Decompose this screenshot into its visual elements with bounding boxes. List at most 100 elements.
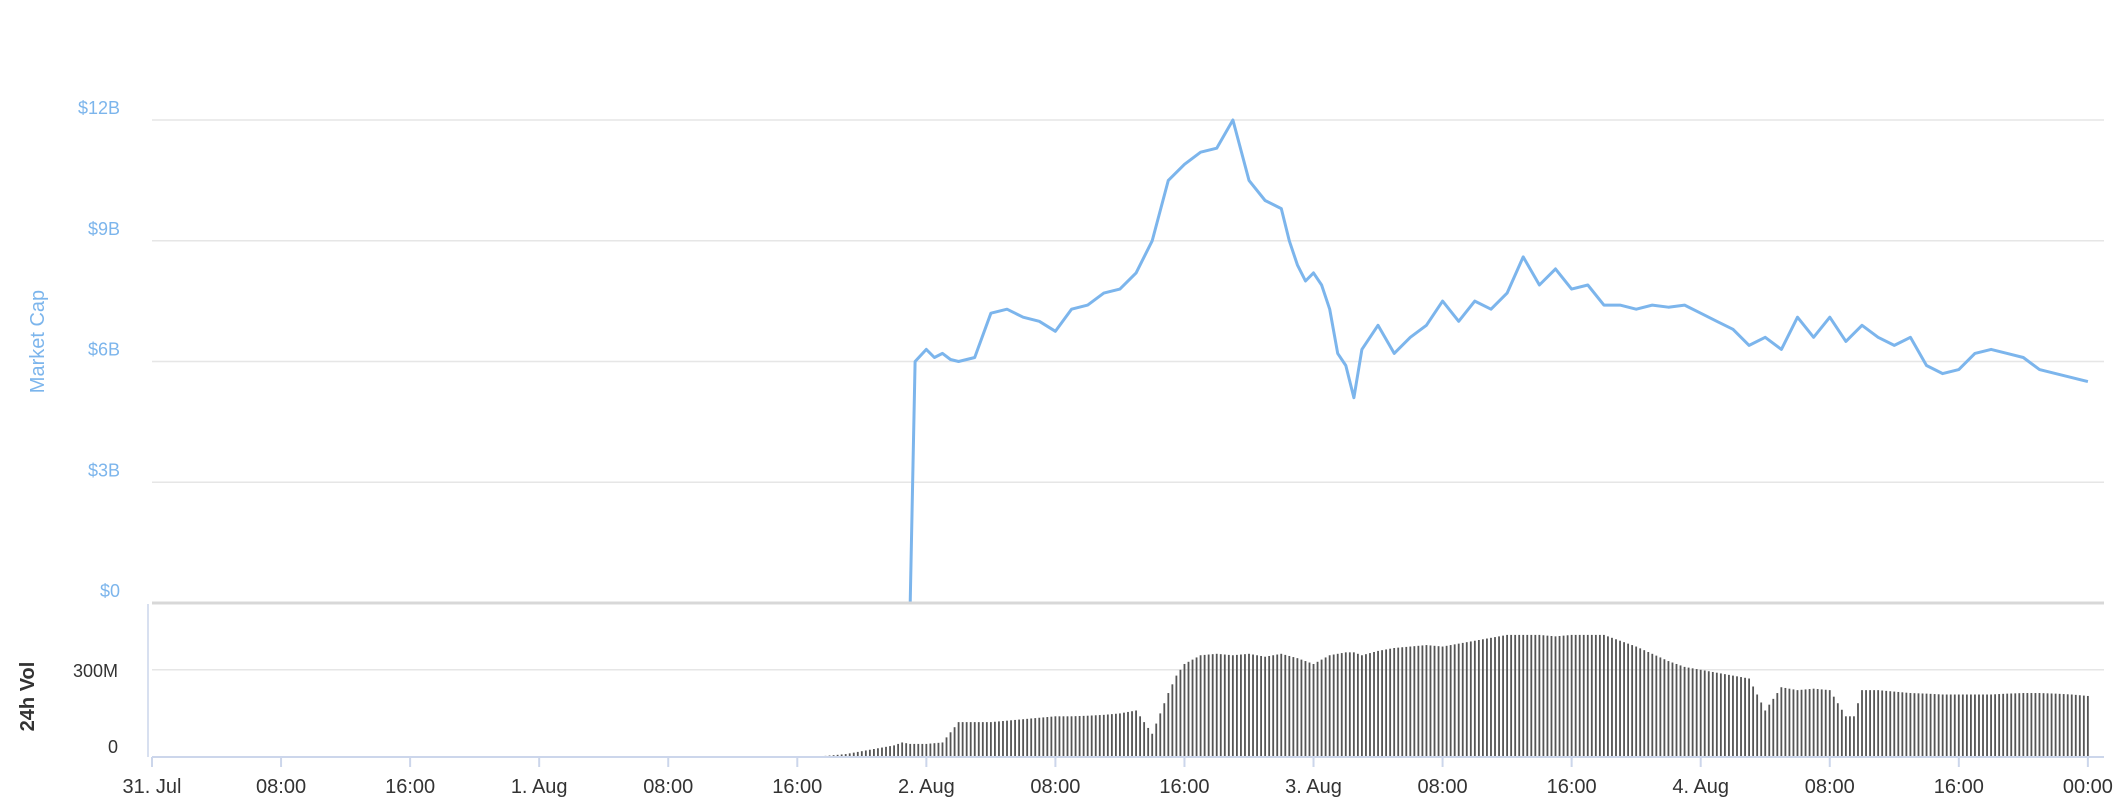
volume-bar — [1167, 693, 1170, 757]
volume-bar — [1223, 654, 1226, 757]
x-axis-tick-label: 00:00 — [2063, 776, 2113, 798]
volume-bar — [1215, 653, 1218, 757]
volume-bar — [1542, 635, 1545, 757]
volume-bar — [1163, 703, 1166, 757]
volume-bar — [1252, 654, 1254, 757]
volume-bar — [1853, 716, 1855, 757]
volume-bar — [1719, 673, 1722, 757]
volume-bar — [1203, 654, 1206, 757]
market-cap-tick-label: $12B — [78, 98, 120, 118]
volume-bar — [1756, 694, 1759, 757]
x-axis-tick-label: 08:00 — [1030, 776, 1080, 798]
volume-bar — [1849, 716, 1851, 757]
volume-bar — [885, 746, 887, 757]
volume-bar — [1570, 634, 1573, 757]
volume-bar — [1639, 648, 1642, 757]
volume-bar — [1010, 720, 1012, 757]
volume-bar — [1772, 698, 1775, 757]
volume-bar — [1187, 661, 1190, 757]
volume-bar — [917, 743, 920, 757]
volume-bars — [812, 634, 2089, 757]
volume-bar — [2082, 695, 2085, 757]
volume-bar — [1820, 689, 1823, 757]
volume-bar — [1921, 693, 1924, 757]
volume-bar — [1264, 656, 1267, 757]
volume-bar — [1256, 655, 1258, 757]
volume-bar — [1558, 635, 1561, 757]
volume-bar — [1982, 694, 1984, 757]
market-cap-tick-label: $3B — [88, 460, 120, 480]
x-axis-tick-label: 31. Jul — [123, 776, 182, 798]
volume-bar — [1066, 716, 1069, 757]
volume-bar — [1869, 690, 1871, 757]
volume-tick-label: 0 — [108, 737, 118, 757]
volume-bar — [1699, 669, 1702, 757]
volume-bar — [1171, 684, 1174, 757]
volume-bar — [937, 742, 940, 757]
volume-bar — [1143, 722, 1146, 757]
volume-bar — [2050, 693, 2053, 757]
volume-bar — [1594, 634, 1597, 757]
volume-bar — [1405, 646, 1408, 757]
volume-bar — [1082, 715, 1085, 757]
volume-bar — [1937, 694, 1940, 757]
volume-bar — [1707, 671, 1710, 757]
x-axis-tick-label: 16:00 — [1547, 776, 1597, 798]
volume-bar — [1026, 718, 1029, 757]
volume-bar — [1546, 635, 1549, 757]
volume-bar — [1905, 692, 1908, 757]
volume-bar — [1086, 715, 1089, 757]
volume-bar — [1635, 646, 1638, 757]
volume-bar — [981, 722, 984, 757]
volume-bar — [1986, 694, 1988, 757]
volume-bar — [1788, 688, 1791, 757]
volume-bar — [856, 751, 859, 757]
volume-bar — [1679, 665, 1682, 757]
volume-bar — [1957, 694, 1960, 757]
volume-bar — [1974, 694, 1976, 757]
volume-bar — [1324, 657, 1327, 757]
volume-bar — [1413, 646, 1416, 757]
volume-bar — [1332, 654, 1335, 757]
volume-bar — [1131, 711, 1133, 757]
x-axis-tick-label: 4. Aug — [1672, 776, 1729, 798]
volume-bar — [1732, 675, 1734, 757]
volume-bar — [1877, 690, 1880, 757]
volume-bar — [1183, 663, 1186, 757]
volume-bar — [1647, 651, 1650, 757]
volume-bar — [1667, 661, 1670, 757]
volume-bar — [1687, 667, 1690, 757]
volume-bar — [1260, 655, 1262, 757]
volume-bar — [994, 721, 996, 757]
market-cap-axis-title: Market Cap — [27, 290, 49, 393]
volume-bar — [1361, 655, 1363, 757]
volume-bar — [2058, 693, 2061, 757]
volume-bar — [1832, 696, 1835, 757]
volume-bar — [973, 722, 976, 757]
volume-bar — [1498, 636, 1500, 757]
volume-bar — [1389, 648, 1392, 757]
volume-bar — [1114, 713, 1117, 757]
volume-bar — [1090, 715, 1093, 757]
volume-bar — [1272, 655, 1275, 757]
volume-bar — [1744, 677, 1746, 757]
volume-bar — [1308, 662, 1311, 757]
volume-bar — [844, 754, 847, 757]
volume-bar — [1578, 634, 1581, 757]
volume-bar — [1857, 703, 1859, 757]
volume-bar — [1123, 712, 1125, 757]
volume-bar — [1119, 713, 1121, 757]
volume-bar — [1651, 653, 1654, 757]
volume-bar — [925, 743, 928, 757]
volume-bar — [1074, 716, 1077, 757]
volume-bar — [1655, 655, 1658, 757]
volume-bar — [1018, 719, 1021, 757]
volume-bar — [969, 722, 972, 757]
volume-bar — [1586, 634, 1589, 757]
volume-bar — [1397, 647, 1400, 757]
volume-bar — [1449, 645, 1452, 757]
volume-bar — [1502, 635, 1504, 757]
volume-bar — [1046, 717, 1049, 757]
volume-bar — [1369, 653, 1371, 757]
volume-bar — [1292, 657, 1295, 757]
